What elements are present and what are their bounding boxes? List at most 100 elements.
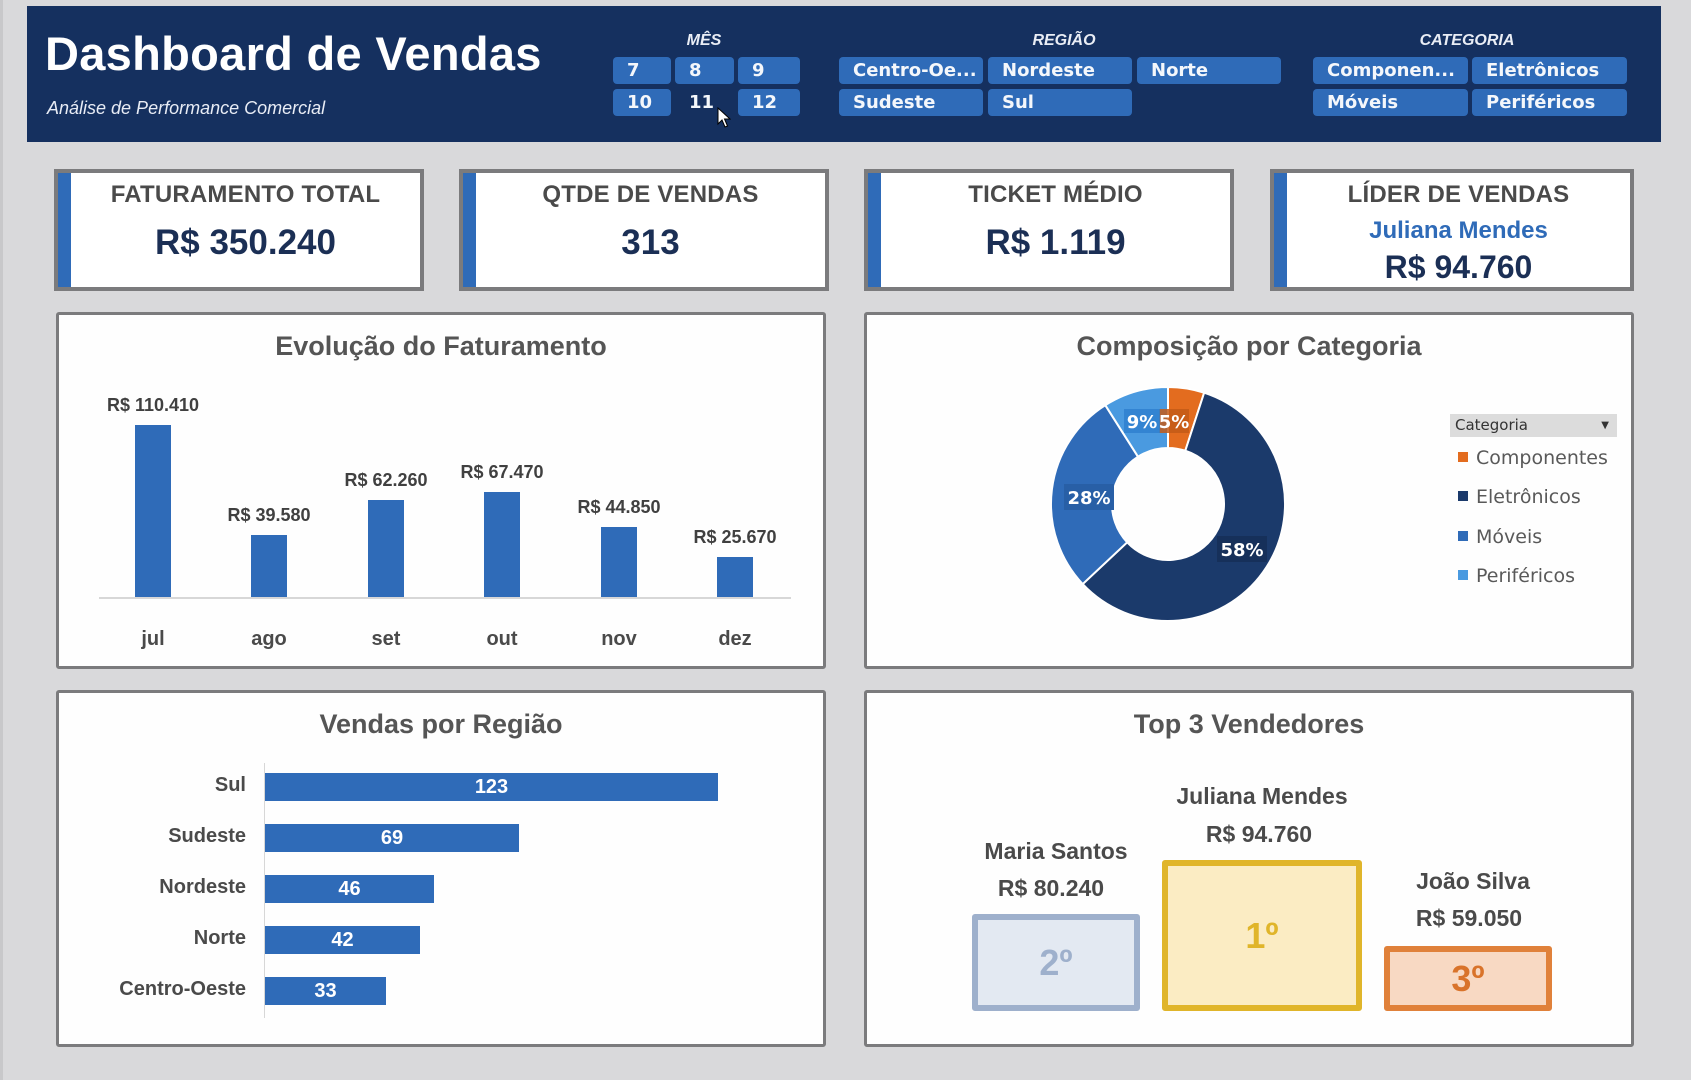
data-label: R$ 110.410	[106, 395, 200, 415]
legend-label: Eletrônicos	[1476, 486, 1581, 508]
month-button-10[interactable]: 10	[613, 89, 671, 116]
kpi-label: TICKET MÉDIO	[968, 181, 1143, 208]
page-subtitle: Análise de Performance Comercial	[47, 98, 326, 118]
bar-centro-oeste[interactable]: 33	[265, 977, 386, 1005]
y-tick-label: Nordeste	[159, 876, 246, 898]
bar-out[interactable]	[484, 492, 520, 597]
panel-title: Composição por Categoria	[1076, 331, 1422, 361]
first-place-value: R$ 94.760	[1205, 821, 1313, 847]
dashboard-header: Dashboard de Vendas Análise de Performan…	[27, 6, 1661, 142]
legend-label: Componentes	[1476, 447, 1608, 469]
slice-eletronicos[interactable]	[1081, 391, 1286, 622]
bar-dez[interactable]	[717, 557, 753, 597]
y-axis-line	[264, 763, 265, 1018]
data-label: R$ 25.670	[693, 527, 777, 547]
legend-swatch	[1458, 570, 1468, 580]
legend-swatch	[1458, 531, 1468, 541]
y-tick-label: Centro-Oeste	[119, 978, 246, 1000]
legend-swatch	[1458, 491, 1468, 501]
kpi-card-ticket: TICKET MÉDIO R$ 1.119	[864, 169, 1234, 291]
kpi-accent-strip	[58, 173, 71, 287]
legend-item-componentes[interactable]: Componentes	[1458, 447, 1608, 469]
legend-item-eletronicos[interactable]: Eletrônicos	[1458, 486, 1581, 508]
x-tick-label: jul	[141, 628, 165, 650]
kpi-accent-strip	[463, 173, 476, 287]
y-tick-label: Sudeste	[168, 825, 246, 847]
bar-sudeste[interactable]: 69	[265, 824, 519, 852]
kpi-card-leader: LÍDER DE VENDAS Juliana Mendes R$ 94.760	[1270, 169, 1634, 291]
legend-item-perifericos[interactable]: Periféricos	[1458, 565, 1575, 587]
month-slicer-label: MÊS	[686, 32, 722, 49]
top3-panel: Top 3 Vendedores Maria Santos R$ 80.240 …	[864, 690, 1634, 1047]
legend-filter-label: Categoria	[1455, 416, 1529, 434]
month-button-7[interactable]: 7	[613, 57, 671, 84]
label-bg	[1159, 409, 1189, 433]
data-label: R$ 44.850	[577, 497, 661, 517]
y-tick-label: Sul	[214, 774, 246, 796]
slice-label: 58%	[1220, 540, 1263, 561]
data-label: R$ 39.580	[227, 505, 311, 525]
slice-label: 5%	[1159, 412, 1190, 433]
bar-jul[interactable]	[135, 425, 171, 597]
month-button-11[interactable]: 11	[689, 92, 715, 113]
region-button-centro-oeste[interactable]: Centro-Oe...	[839, 57, 983, 84]
bar-sul[interactable]: 123	[265, 773, 718, 801]
category-button-perifericos[interactable]: Periféricos	[1472, 89, 1627, 116]
third-place-value: R$ 59.050	[1415, 905, 1523, 931]
kpi-value: R$ 350.240	[155, 223, 336, 262]
first-place-name: Juliana Mendes	[1176, 783, 1348, 809]
composition-chart-panel[interactable]: Composição por Categoria 5% 9% 28% 58% C…	[864, 312, 1634, 669]
kpi-card-sales-count: QTDE DE VENDAS 313	[459, 169, 829, 291]
third-place-name: João Silva	[1416, 868, 1530, 894]
x-tick-label: dez	[718, 628, 752, 650]
page-title: Dashboard de Vendas	[45, 27, 542, 80]
leader-name: Juliana Mendes	[1369, 217, 1548, 244]
panel-title: Evolução do Faturamento	[275, 331, 607, 361]
x-axis-line	[99, 597, 791, 599]
category-button-eletronicos[interactable]: Eletrônicos	[1472, 57, 1627, 84]
kpi-label: QTDE DE VENDAS	[542, 181, 759, 208]
region-slicer-label: REGIÃO	[1032, 32, 1096, 49]
region-button-nordeste[interactable]: Nordeste	[988, 57, 1132, 84]
category-slicer-label: CATEGORIA	[1419, 32, 1515, 49]
month-button-9[interactable]: 9	[738, 57, 800, 84]
x-tick-label: out	[486, 628, 518, 650]
evolution-chart-panel[interactable]: Evolução do Faturamento R$ 110.410 R$ 39…	[56, 312, 826, 669]
donut-chart[interactable]: 5% 9% 28% 58%	[1048, 384, 1288, 624]
second-place-name: Maria Santos	[984, 838, 1128, 864]
kpi-card-revenue: FATURAMENTO TOTAL R$ 350.240	[54, 169, 424, 291]
label-bg	[1217, 536, 1267, 562]
legend-filter-dropdown[interactable]: Categoria ▼	[1450, 414, 1617, 437]
month-button-12[interactable]: 12	[738, 89, 800, 116]
region-button-sul[interactable]: Sul	[988, 89, 1132, 116]
region-button-sudeste[interactable]: Sudeste	[839, 89, 983, 116]
second-place-value: R$ 80.240	[997, 875, 1105, 901]
dropdown-arrow-icon: ▼	[1601, 420, 1609, 431]
kpi-value: R$ 1.119	[985, 223, 1126, 262]
bar-set[interactable]	[368, 500, 404, 597]
bar-nordeste[interactable]: 46	[265, 875, 434, 903]
third-place-podium: 3º	[1384, 946, 1552, 1011]
month-button-8[interactable]: 8	[675, 57, 734, 84]
kpi-label: FATURAMENTO TOTAL	[110, 181, 381, 208]
x-tick-label: set	[371, 628, 401, 650]
second-place-podium: 2º	[972, 914, 1140, 1011]
leader-value: R$ 94.760	[1384, 249, 1533, 285]
x-tick-label: nov	[601, 628, 637, 650]
first-place-podium: 1º	[1162, 860, 1362, 1011]
category-button-componentes[interactable]: Componen...	[1313, 57, 1468, 84]
bar-norte[interactable]: 42	[265, 926, 420, 954]
y-tick-label: Norte	[193, 927, 246, 949]
legend-item-moveis[interactable]: Móveis	[1458, 526, 1542, 548]
category-button-moveis[interactable]: Móveis	[1313, 89, 1468, 116]
left-edge	[0, 0, 3, 1080]
data-label: R$ 67.470	[460, 462, 544, 482]
region-chart-panel[interactable]: Vendas por Região Sul Sudeste Nordeste N…	[56, 690, 826, 1047]
region-button-norte[interactable]: Norte	[1137, 57, 1281, 84]
bar-ago[interactable]	[251, 535, 287, 597]
kpi-accent-strip	[1274, 173, 1287, 287]
bar-nov[interactable]	[601, 527, 637, 597]
slice-label: 9%	[1127, 412, 1158, 433]
legend-label: Periféricos	[1476, 565, 1575, 587]
panel-title: Top 3 Vendedores	[1133, 709, 1365, 739]
